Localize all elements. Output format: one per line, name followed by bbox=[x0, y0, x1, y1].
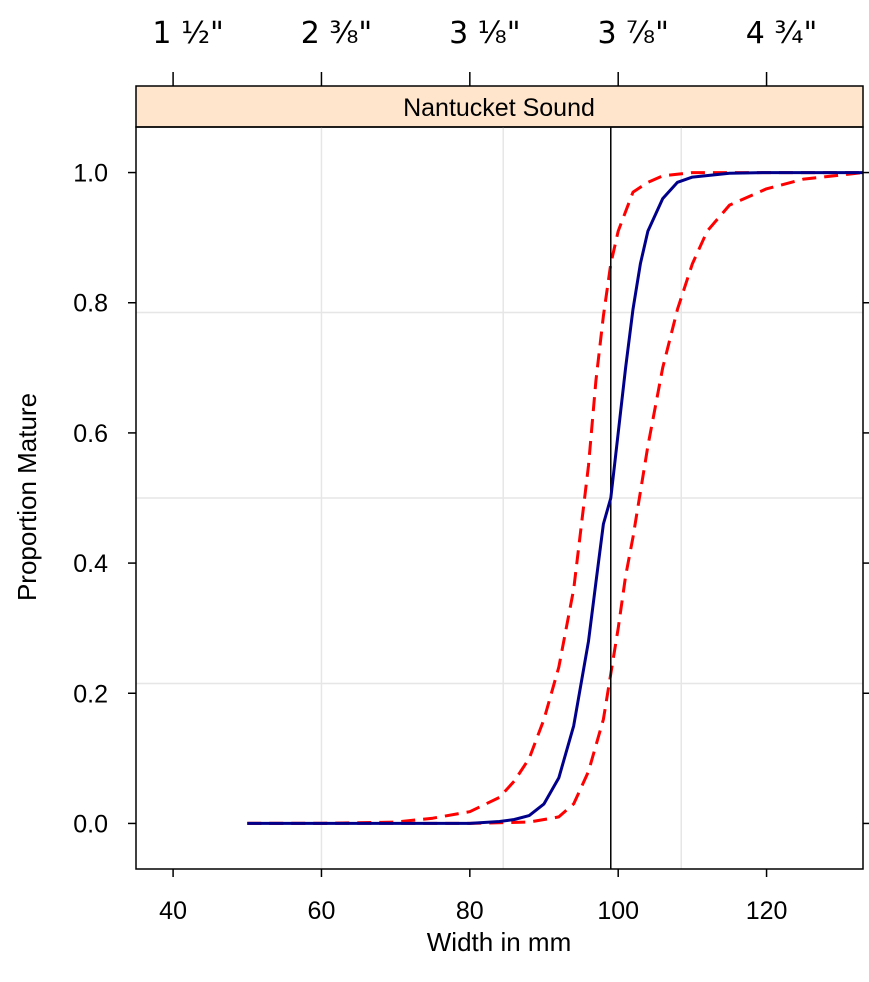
y-tick-label-0: 0.0 bbox=[73, 810, 108, 838]
y-tick-label-2: 0.4 bbox=[73, 550, 108, 578]
top-tick-label-1: 2 ⅜" bbox=[301, 16, 373, 51]
series-line-0 bbox=[247, 171, 863, 825]
x-tick-label-2: 80 bbox=[456, 897, 484, 925]
top-tick-label-0: 1 ½" bbox=[152, 16, 224, 51]
x-axis: 40 60 80 100 120 bbox=[159, 869, 787, 925]
y-axis-title: Proportion Mature bbox=[12, 393, 42, 601]
top-tick-label-2: 3 ⅛" bbox=[449, 16, 521, 51]
series-line-1 bbox=[247, 171, 863, 825]
panel-strip bbox=[135, 85, 864, 128]
y-tick-label-1: 0.2 bbox=[73, 680, 108, 708]
y-axis: 0.0 0.2 0.4 0.6 0.8 1.0 bbox=[73, 160, 869, 838]
top-axis: 1 ½" 2 ⅜" 3 ⅛" 3 ⅞" 4 ¾" bbox=[152, 16, 817, 86]
y-tick-label-4: 0.8 bbox=[73, 290, 108, 318]
top-tick-label-3: 3 ⅞" bbox=[597, 16, 669, 51]
x-tick-label-3: 100 bbox=[597, 897, 639, 925]
x-tick-label-4: 120 bbox=[746, 897, 788, 925]
x-tick-label-0: 40 bbox=[159, 897, 187, 925]
panel-title: Nantucket Sound bbox=[403, 94, 595, 122]
top-tick-label-4: 4 ¾" bbox=[746, 16, 818, 51]
y-tick-label-3: 0.6 bbox=[73, 420, 108, 448]
series-layer bbox=[247, 127, 864, 869]
series-line-2 bbox=[247, 171, 864, 825]
plot-frame bbox=[135, 126, 864, 870]
grid bbox=[136, 127, 863, 869]
y-tick-label-5: 1.0 bbox=[73, 160, 108, 188]
x-axis-title: Width in mm bbox=[427, 927, 571, 957]
x-tick-label-1: 60 bbox=[308, 897, 336, 925]
